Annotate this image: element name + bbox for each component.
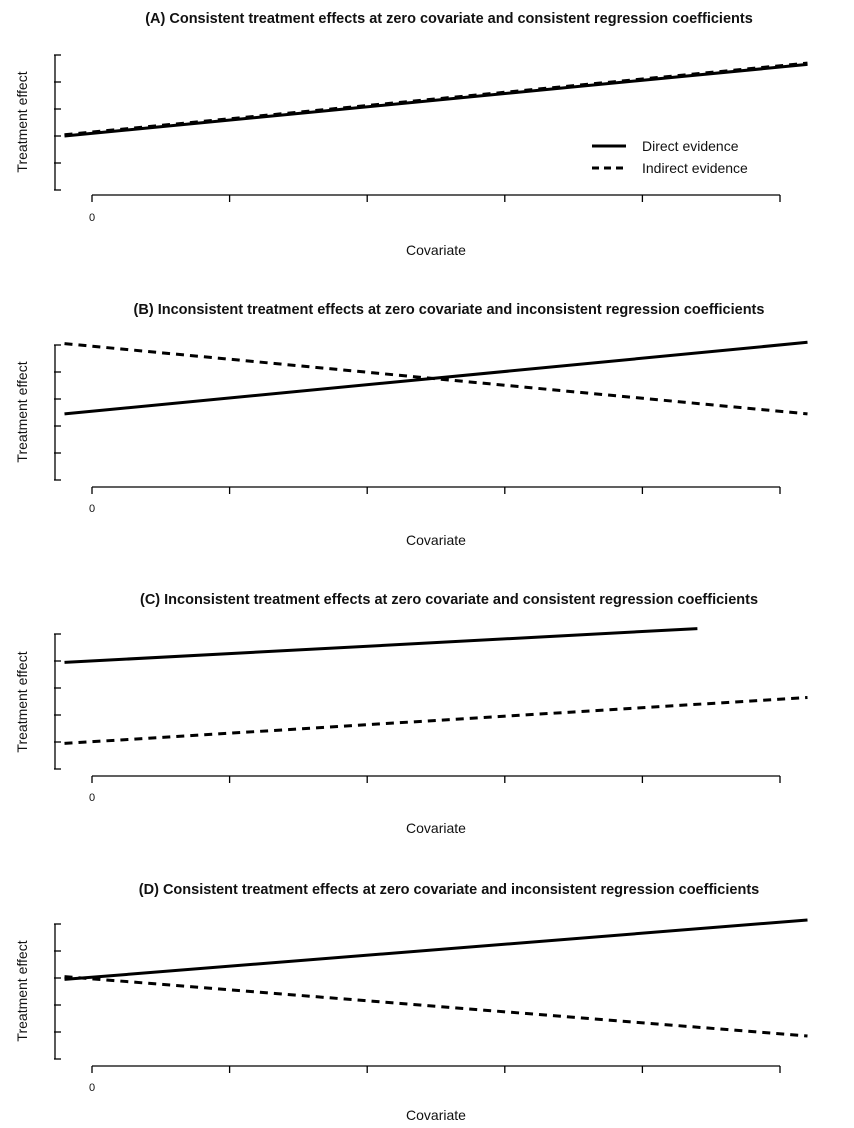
series-line-indirect [64, 342, 808, 416]
panel-title: (C) Inconsistent treatment effects at ze… [140, 592, 758, 608]
legend-label-indirect: Indirect evidence [642, 160, 748, 176]
x-tick-label: 0 [89, 792, 95, 804]
series-line-direct [64, 627, 698, 664]
panel-b: (B) Inconsistent treatment effects at ze… [14, 302, 808, 548]
x-tick-label: 0 [89, 1082, 95, 1094]
panel-title: (A) Consistent treatment effects at zero… [145, 11, 753, 27]
y-axis-label: Treatment effect [14, 940, 30, 1041]
panel-a: (A) Consistent treatment effects at zero… [14, 11, 808, 258]
panel-title: (B) Inconsistent treatment effects at ze… [134, 302, 765, 318]
y-axis-label: Treatment effect [14, 651, 30, 752]
x-axis-label: Covariate [406, 820, 466, 836]
panel-d: (D) Consistent treatment effects at zero… [14, 882, 808, 1123]
panel-c: (C) Inconsistent treatment effects at ze… [14, 592, 808, 836]
legend-label-direct: Direct evidence [642, 138, 739, 154]
y-axis-label: Treatment effect [14, 361, 30, 462]
x-axis-label: Covariate [406, 242, 466, 258]
panel-title: (D) Consistent treatment effects at zero… [139, 882, 759, 898]
series-line-direct [64, 918, 808, 981]
x-axis-label: Covariate [406, 532, 466, 548]
series-line-indirect [64, 975, 808, 1038]
legend: Direct evidence Indirect evidence [592, 138, 748, 176]
x-tick-label: 0 [89, 503, 95, 515]
y-axis-label: Treatment effect [14, 71, 30, 172]
x-axis-label: Covariate [406, 1107, 466, 1123]
series-line-direct [64, 340, 808, 416]
series-line-indirect [64, 696, 808, 745]
series-line-indirect [64, 61, 808, 137]
x-tick-label: 0 [89, 212, 95, 224]
